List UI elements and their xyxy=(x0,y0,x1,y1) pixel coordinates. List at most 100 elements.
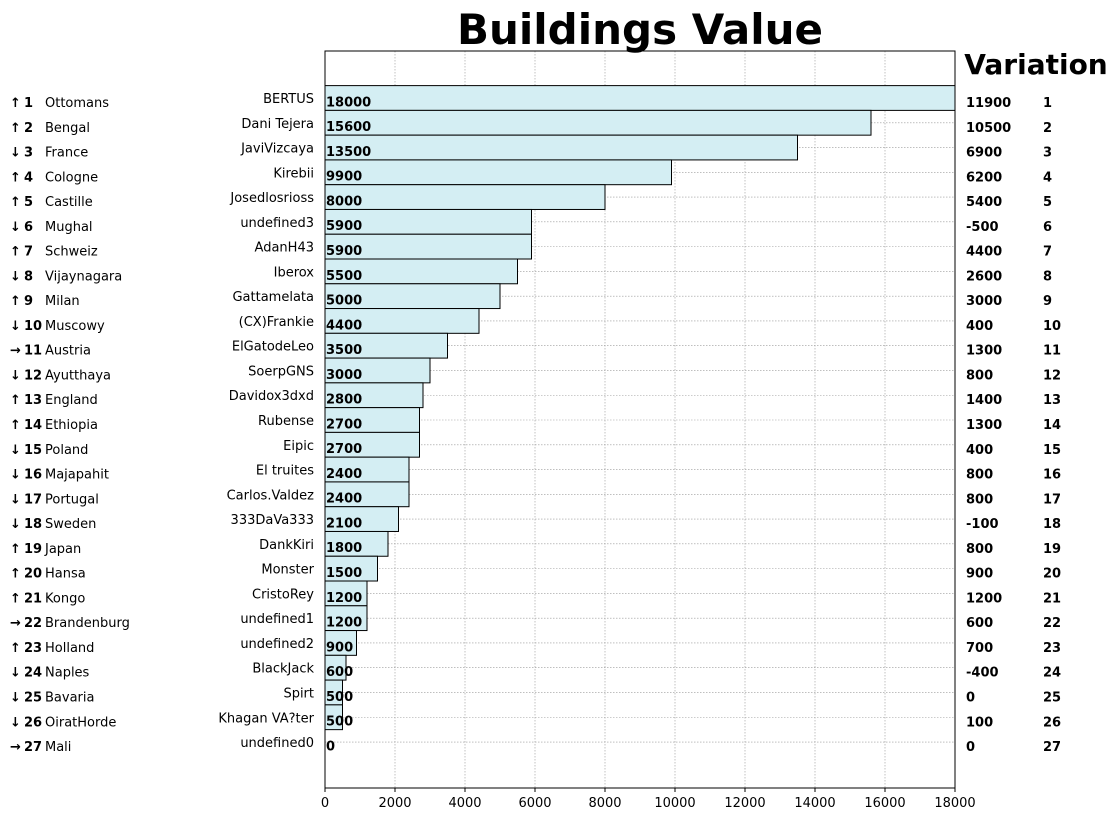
country-label: Ethiopia xyxy=(45,418,98,433)
variation-rank: 14 xyxy=(1043,418,1061,433)
trend-arrow-icon: ↑ xyxy=(10,195,21,210)
bar-value-label: 15600 xyxy=(326,120,371,135)
rank-label: 4 xyxy=(24,170,33,185)
rank-label: 25 xyxy=(24,690,42,705)
player-label: BERTUS xyxy=(263,92,314,107)
player-label: JaviVizcaya xyxy=(240,142,314,157)
country-label: Hansa xyxy=(45,567,86,582)
rank-label: 24 xyxy=(24,666,42,681)
bar xyxy=(324,630,357,656)
bar-value-label: 2400 xyxy=(326,492,362,507)
bar xyxy=(324,134,798,161)
variation-value: 4400 xyxy=(966,245,1002,260)
variation-rank: 10 xyxy=(1043,319,1061,334)
bar-value-label: 8000 xyxy=(326,194,362,209)
player-label: Iberox xyxy=(274,265,315,280)
trend-arrow-icon: ↓ xyxy=(10,443,21,458)
variation-value: -100 xyxy=(966,517,999,532)
trend-arrow-icon: ↑ xyxy=(10,245,21,260)
player-label: undefined0 xyxy=(240,736,314,751)
variation-value: 6900 xyxy=(966,146,1002,161)
bar xyxy=(324,332,448,359)
rank-label: 16 xyxy=(24,468,42,483)
rank-label: 14 xyxy=(24,418,42,433)
country-label: Ottomans xyxy=(45,96,109,111)
rank-label: 15 xyxy=(24,443,42,458)
variation-value: 1200 xyxy=(966,591,1002,606)
variation-value: 6200 xyxy=(966,170,1002,185)
x-tick-label: 14000 xyxy=(794,796,835,811)
rank-label: 12 xyxy=(24,368,42,383)
trend-arrow-icon: ↓ xyxy=(10,468,21,483)
variation-value: 900 xyxy=(966,567,993,582)
player-label: undefined2 xyxy=(240,637,314,652)
variation-rank: 13 xyxy=(1043,393,1061,408)
variation-value: 100 xyxy=(966,715,993,730)
rank-label: 1 xyxy=(24,96,33,111)
bar-value-label: 2400 xyxy=(326,467,362,482)
variation-rank: 9 xyxy=(1043,294,1052,309)
variation-rank: 22 xyxy=(1043,616,1061,631)
variation-rank: 18 xyxy=(1043,517,1061,532)
trend-arrow-icon: ↑ xyxy=(10,96,21,111)
player-label: CristoRey xyxy=(252,587,314,602)
variation-rank: 1 xyxy=(1043,96,1052,111)
player-label: SoerpGNS xyxy=(248,364,314,379)
country-label: Schweiz xyxy=(45,245,98,260)
country-label: Portugal xyxy=(45,492,99,507)
variation-rank: 23 xyxy=(1043,641,1061,656)
rank-label: 21 xyxy=(24,591,42,606)
bar xyxy=(324,506,399,532)
rank-label: 26 xyxy=(24,715,42,730)
bar-value-label: 3500 xyxy=(326,343,362,358)
bar xyxy=(324,109,872,136)
x-tick-label: 2000 xyxy=(378,796,411,811)
variation-rank: 5 xyxy=(1043,195,1052,210)
variation-rank: 24 xyxy=(1043,666,1061,681)
variation-rank: 15 xyxy=(1043,443,1061,458)
bar-value-label: 2100 xyxy=(326,516,362,531)
bar-value-label: 5900 xyxy=(326,219,362,234)
country-label: Mali xyxy=(45,740,71,755)
variation-rank: 12 xyxy=(1043,368,1061,383)
rank-label: 11 xyxy=(24,344,42,359)
bars-group xyxy=(324,85,956,731)
variation-value: 0 xyxy=(966,740,975,755)
player-label: ElGatodeLeo xyxy=(232,340,314,355)
variation-value: 1300 xyxy=(966,418,1002,433)
variation-rank: 25 xyxy=(1043,690,1061,705)
chart-title: Buildings Value xyxy=(457,5,823,54)
country-label: Cologne xyxy=(45,170,98,185)
country-label: Naples xyxy=(45,666,90,681)
trend-arrow-icon: ↓ xyxy=(10,690,21,705)
variation-rank: 27 xyxy=(1043,740,1061,755)
country-label: Milan xyxy=(45,294,80,309)
variation-value: 11900 xyxy=(966,96,1011,111)
trend-arrow-icon: ↓ xyxy=(10,517,21,532)
rank-label: 6 xyxy=(24,220,33,235)
trend-arrow-icon: ↓ xyxy=(10,715,21,730)
bar-value-label: 2700 xyxy=(326,442,362,457)
bar xyxy=(324,85,956,111)
rank-label: 20 xyxy=(24,567,42,582)
trend-arrow-icon: ↑ xyxy=(10,542,21,557)
x-tick-label: 0 xyxy=(321,796,329,811)
x-tick-label: 8000 xyxy=(588,796,621,811)
variation-value: 1300 xyxy=(966,344,1002,359)
bar-value-label: 2700 xyxy=(326,417,362,432)
variation-rank: 26 xyxy=(1043,715,1061,730)
variation-rank: 7 xyxy=(1043,245,1052,260)
variation-rank: 8 xyxy=(1043,269,1052,284)
bar-value-label: 3000 xyxy=(326,368,362,383)
variation-value: 800 xyxy=(966,368,993,383)
country-label: Vijaynagara xyxy=(45,269,122,284)
variation-rank: 6 xyxy=(1043,220,1052,235)
bar xyxy=(324,233,532,260)
trend-arrow-icon: ↑ xyxy=(10,170,21,185)
trend-arrow-icon: ↓ xyxy=(10,146,21,161)
player-label: (CX)Frankie xyxy=(239,315,314,330)
bar xyxy=(324,283,501,310)
bar-value-label: 1800 xyxy=(326,541,362,556)
player-label: Khagan VA?ter xyxy=(218,711,314,726)
